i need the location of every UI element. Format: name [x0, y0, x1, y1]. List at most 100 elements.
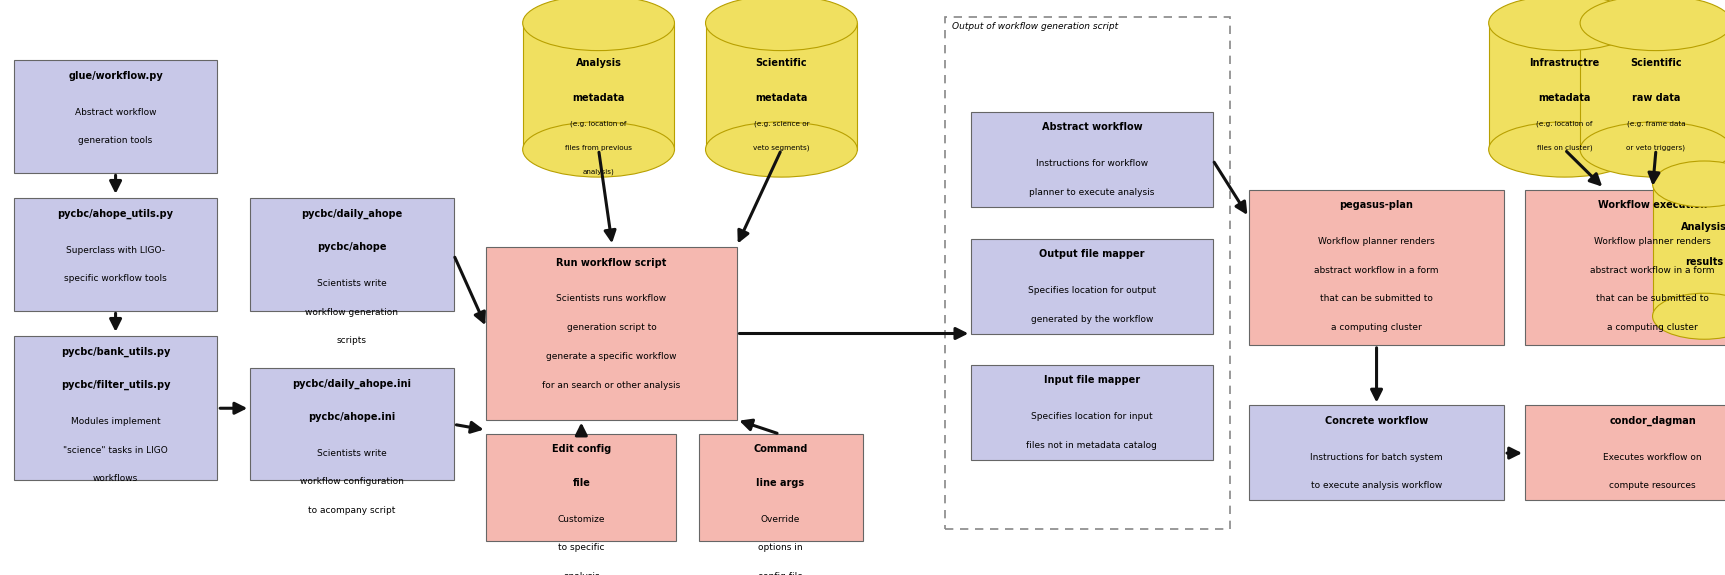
FancyBboxPatch shape: [1525, 190, 1725, 345]
Text: workflow configuration: workflow configuration: [300, 477, 404, 486]
Bar: [1580, 23, 1725, 150]
Text: scripts: scripts: [336, 336, 367, 346]
Text: Output file mapper: Output file mapper: [1038, 249, 1145, 259]
Text: config file: config file: [757, 572, 804, 575]
Text: Analysis: Analysis: [576, 58, 621, 68]
FancyBboxPatch shape: [14, 198, 217, 310]
Ellipse shape: [706, 0, 857, 51]
Text: pycbc/bank_utils.py: pycbc/bank_utils.py: [60, 347, 171, 357]
Text: condor_dagman: condor_dagman: [1609, 416, 1696, 426]
Text: Output of workflow generation script: Output of workflow generation script: [952, 22, 1118, 31]
FancyBboxPatch shape: [1249, 405, 1504, 500]
Text: Customize: Customize: [557, 515, 605, 524]
Text: Edit config: Edit config: [552, 444, 611, 454]
FancyBboxPatch shape: [1249, 190, 1504, 345]
FancyBboxPatch shape: [1525, 405, 1725, 500]
Text: Abstract workflow: Abstract workflow: [1042, 122, 1142, 132]
Text: Input file mapper: Input file mapper: [1044, 375, 1140, 385]
Text: (e.g. frame data: (e.g. frame data: [1627, 120, 1685, 127]
Text: glue/workflow.py: glue/workflow.py: [69, 71, 162, 80]
Text: pegasus-plan: pegasus-plan: [1340, 200, 1413, 210]
Ellipse shape: [1489, 0, 1640, 51]
Text: generated by the workflow: generated by the workflow: [1032, 315, 1152, 324]
Text: Workflow planner renders: Workflow planner renders: [1594, 237, 1711, 246]
Text: compute resources: compute resources: [1609, 481, 1696, 490]
Text: Override: Override: [761, 515, 800, 524]
Text: Instructions for workflow: Instructions for workflow: [1035, 159, 1149, 168]
FancyBboxPatch shape: [971, 112, 1213, 207]
Text: analysis: analysis: [562, 572, 600, 575]
Ellipse shape: [1653, 161, 1725, 207]
Text: Modules implement: Modules implement: [71, 417, 160, 426]
Text: pycbc/ahope_utils.py: pycbc/ahope_utils.py: [57, 209, 174, 219]
Text: a computing cluster: a computing cluster: [1332, 323, 1421, 332]
Text: Scientists write: Scientists write: [317, 279, 386, 288]
Text: Instructions for batch system: Instructions for batch system: [1311, 453, 1442, 462]
Text: metadata: metadata: [573, 93, 624, 103]
Text: Workflow execution: Workflow execution: [1597, 200, 1708, 210]
Text: (e.g. location of: (e.g. location of: [1537, 120, 1592, 127]
Text: that can be submitted to: that can be submitted to: [1596, 294, 1709, 304]
Text: Concrete workflow: Concrete workflow: [1325, 416, 1428, 426]
Text: pycbc/daily_ahope.ini: pycbc/daily_ahope.ini: [293, 378, 411, 389]
Text: to execute analysis workflow: to execute analysis workflow: [1311, 481, 1442, 490]
Text: Scientific: Scientific: [1630, 58, 1682, 68]
Text: Specifies location for input: Specifies location for input: [1032, 412, 1152, 421]
FancyBboxPatch shape: [971, 239, 1213, 334]
Text: pycbc/ahope.ini: pycbc/ahope.ini: [309, 412, 395, 421]
Text: files not in metadata catalog: files not in metadata catalog: [1026, 441, 1157, 450]
Text: generate a specific workflow: generate a specific workflow: [547, 352, 676, 361]
Bar: [706, 23, 857, 150]
Text: to specific: to specific: [559, 543, 604, 553]
Text: veto segments): veto segments): [754, 144, 809, 151]
Text: results: results: [1685, 256, 1723, 267]
Text: pycbc/ahope: pycbc/ahope: [317, 242, 386, 252]
Text: generation tools: generation tools: [78, 136, 154, 145]
Text: analysis): analysis): [583, 168, 614, 175]
Text: Superclass with LIGO-: Superclass with LIGO-: [66, 246, 166, 255]
Text: abstract workflow in a form: abstract workflow in a form: [1314, 266, 1439, 275]
Text: Executes workflow on: Executes workflow on: [1603, 453, 1703, 462]
Text: (e.g. location of: (e.g. location of: [571, 120, 626, 127]
Text: Run workflow script: Run workflow script: [557, 258, 666, 267]
Ellipse shape: [1489, 122, 1640, 177]
Text: Analysis: Analysis: [1682, 222, 1725, 232]
Text: a computing cluster: a computing cluster: [1608, 323, 1697, 332]
Ellipse shape: [1653, 293, 1725, 339]
Text: Abstract workflow: Abstract workflow: [74, 108, 157, 117]
Text: "science" tasks in LIGO: "science" tasks in LIGO: [64, 446, 167, 455]
Text: options in: options in: [759, 543, 802, 553]
Text: (e.g. science or: (e.g. science or: [754, 120, 809, 127]
Text: or veto triggers): or veto triggers): [1627, 144, 1685, 151]
Text: files on cluster): files on cluster): [1537, 144, 1592, 151]
Ellipse shape: [523, 0, 674, 51]
Text: workflow generation: workflow generation: [305, 308, 398, 317]
Ellipse shape: [523, 122, 674, 177]
Text: Scientists write: Scientists write: [317, 448, 386, 458]
Text: Specifies location for output: Specifies location for output: [1028, 286, 1156, 295]
Text: metadata: metadata: [1539, 93, 1590, 103]
FancyBboxPatch shape: [486, 247, 737, 420]
FancyBboxPatch shape: [699, 434, 862, 540]
Bar: [1489, 23, 1640, 150]
Text: specific workflow tools: specific workflow tools: [64, 274, 167, 283]
Text: line args: line args: [757, 478, 804, 488]
Text: pycbc/daily_ahope: pycbc/daily_ahope: [302, 209, 402, 219]
Text: Infrastructre: Infrastructre: [1530, 58, 1599, 68]
Text: that can be submitted to: that can be submitted to: [1320, 294, 1433, 304]
Text: Command: Command: [754, 444, 807, 454]
Text: metadata: metadata: [756, 93, 807, 103]
Ellipse shape: [1580, 122, 1725, 177]
FancyBboxPatch shape: [486, 434, 676, 540]
Text: to acompany script: to acompany script: [309, 506, 395, 515]
Text: planner to execute analysis: planner to execute analysis: [1030, 188, 1154, 197]
Text: Workflow planner renders: Workflow planner renders: [1318, 237, 1435, 246]
Text: raw data: raw data: [1632, 93, 1680, 103]
Text: Scientific: Scientific: [756, 58, 807, 68]
FancyBboxPatch shape: [250, 198, 454, 310]
Text: pycbc/filter_utils.py: pycbc/filter_utils.py: [60, 380, 171, 390]
FancyBboxPatch shape: [250, 368, 454, 480]
Text: files from previous: files from previous: [566, 145, 631, 151]
Text: Scientists runs workflow: Scientists runs workflow: [557, 294, 666, 304]
Text: abstract workflow in a form: abstract workflow in a form: [1590, 266, 1715, 275]
